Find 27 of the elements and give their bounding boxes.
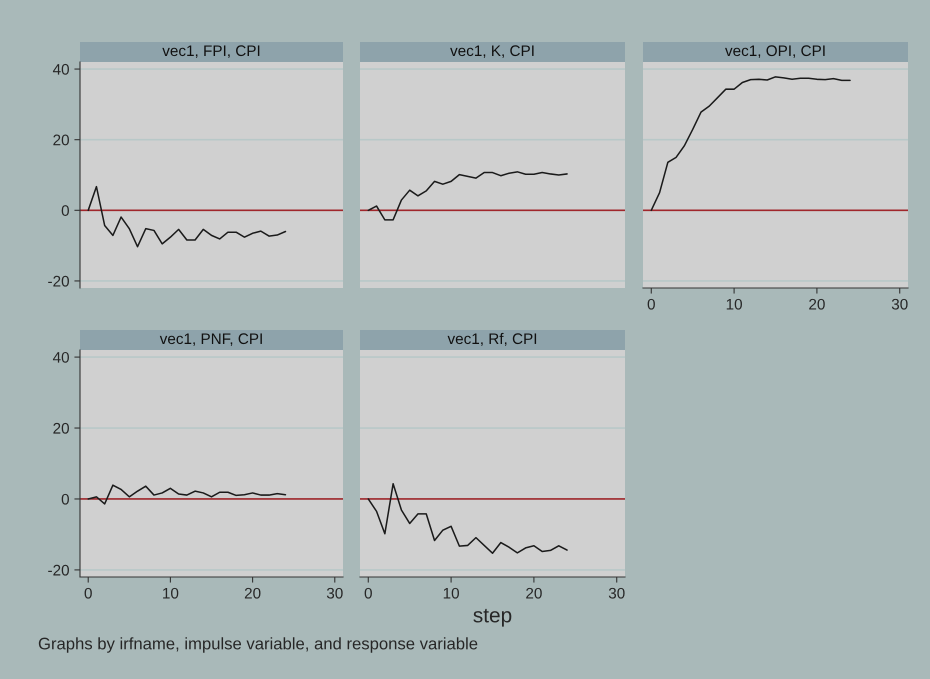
y-tick-label: -20: [48, 276, 69, 287]
x-axis-title: step: [473, 608, 512, 627]
chart-title: vec1, OPI, CPI: [725, 45, 825, 58]
x-tick-label: 10: [726, 298, 742, 310]
x-tick-label: 30: [608, 588, 625, 599]
chart-title: vec1, PNF, CPI: [160, 333, 262, 346]
x-tick-label: 0: [364, 588, 372, 599]
x-tick-label: 20: [809, 298, 825, 310]
x-tick-label: 20: [244, 588, 260, 599]
chart-title: vec1, FPI, CPI: [162, 45, 260, 58]
y-tick-label: 20: [53, 422, 69, 434]
x-tick-label: 10: [444, 588, 459, 599]
x-tick-label: 0: [84, 588, 92, 599]
y-tick-label: 0: [62, 494, 69, 505]
y-tick-label: 0: [62, 205, 69, 216]
y-tick-label: 40: [52, 64, 69, 75]
x-tick-label: 0: [648, 298, 655, 310]
chart-title: vec1, K, CPI: [450, 45, 534, 58]
text: Graphs by irfname, impulse variable, and response variable: [38, 637, 478, 653]
chart-title: vec1, Rf, CPI: [448, 332, 536, 346]
y-tick-label: 40: [52, 352, 69, 363]
x-tick-label: 20: [526, 588, 542, 599]
x-tick-label: 30: [326, 588, 343, 599]
y-tick-label: -20: [48, 564, 69, 576]
y-tick-label: 20: [53, 134, 69, 146]
x-tick-label: 10: [163, 588, 178, 599]
x-tick-label: 30: [892, 298, 908, 310]
